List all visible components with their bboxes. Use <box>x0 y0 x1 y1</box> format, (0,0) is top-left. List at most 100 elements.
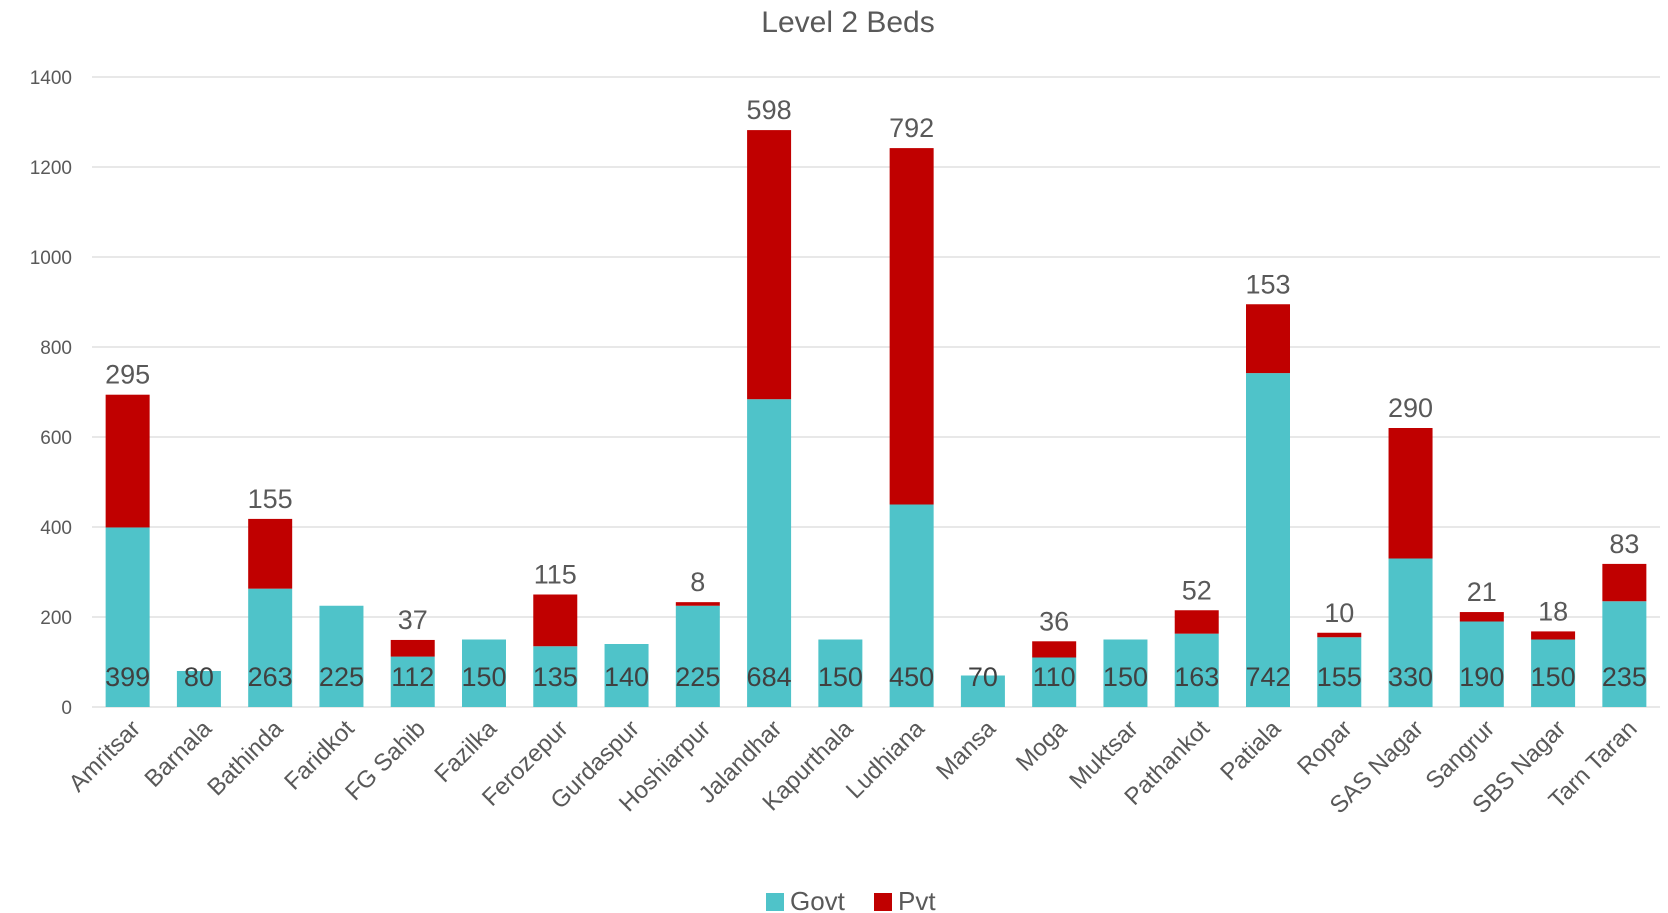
bars <box>105 130 1647 707</box>
bar-govt <box>1388 558 1433 707</box>
bar-pvt <box>1388 428 1433 559</box>
x-tick-label: Amritsar <box>64 715 146 797</box>
bar-govt <box>1246 373 1290 707</box>
bar-govt <box>604 644 649 707</box>
data-label-govt: 263 <box>248 662 293 692</box>
bar-govt <box>390 656 435 707</box>
y-tick-label: 800 <box>40 338 72 359</box>
bar-pvt <box>533 594 578 647</box>
bar-pvt <box>105 394 150 528</box>
data-label-pvt: 155 <box>248 484 293 514</box>
data-label-govt: 684 <box>747 662 792 692</box>
legend-swatch-pvt <box>874 893 892 911</box>
bar-govt <box>533 646 578 707</box>
data-label-govt: 155 <box>1317 662 1362 692</box>
legend: Govt Pvt <box>766 886 936 913</box>
bar-pvt <box>248 518 293 589</box>
bar-pvt <box>390 639 435 657</box>
chart-title: Level 2 Beds <box>761 6 934 39</box>
bar-govt <box>176 671 221 707</box>
data-label-govt: 150 <box>1531 662 1576 692</box>
bar-govt <box>889 504 934 707</box>
y-tick-label: 0 <box>61 698 72 719</box>
data-label-govt: 190 <box>1459 662 1504 692</box>
data-label-pvt: 290 <box>1388 393 1433 423</box>
bar-pvt <box>1246 304 1290 374</box>
data-label-pvt: 36 <box>1039 606 1069 636</box>
legend-label-govt: Govt <box>790 886 846 913</box>
y-tick-label: 1200 <box>30 158 72 179</box>
data-label-govt: 225 <box>675 662 720 692</box>
data-label-govt: 150 <box>818 662 863 692</box>
bar-govt <box>462 639 506 707</box>
data-label-pvt: 21 <box>1467 577 1497 607</box>
data-label-pvt: 295 <box>105 360 150 390</box>
bar-govt <box>105 527 150 707</box>
data-label-govt: 135 <box>533 662 578 692</box>
data-label-govt: 450 <box>889 662 934 692</box>
bar-govt <box>1103 639 1148 707</box>
y-tick-label: 1400 <box>30 68 72 89</box>
data-label-govt: 399 <box>105 662 150 692</box>
data-label-govt: 150 <box>1103 662 1148 692</box>
data-label-govt: 150 <box>461 662 506 692</box>
bar-pvt <box>1602 563 1647 602</box>
data-label-pvt: 10 <box>1324 598 1354 628</box>
data-label-govt: 80 <box>184 662 214 692</box>
data-label-pvt: 18 <box>1538 596 1568 626</box>
bar-pvt <box>889 148 934 505</box>
bar-govt <box>1317 637 1362 707</box>
data-label-govt: 330 <box>1388 662 1433 692</box>
bar-govt <box>1032 657 1077 707</box>
x-tick-label: Bathinda <box>202 715 289 802</box>
bar-pvt <box>1174 610 1219 634</box>
bar-pvt <box>1459 612 1504 622</box>
bar-govt <box>1531 639 1576 707</box>
bar-pvt <box>1317 632 1362 638</box>
bar-govt <box>1174 633 1219 707</box>
data-label-govt: 110 <box>1033 662 1076 692</box>
data-label-pvt: 8 <box>690 567 705 597</box>
bar-pvt <box>1032 641 1077 658</box>
bar-pvt <box>747 130 792 400</box>
y-tick-label: 600 <box>40 428 72 449</box>
data-label-pvt: 792 <box>889 113 934 143</box>
data-label-pvt: 115 <box>534 560 577 590</box>
x-tick-label: Patiala <box>1215 715 1286 786</box>
data-label-pvt: 153 <box>1245 269 1290 299</box>
bar-govt <box>1459 621 1504 707</box>
data-label-govt: 70 <box>968 662 998 692</box>
y-tick-label: 200 <box>40 608 72 629</box>
y-axis-ticks: 0 200 400 600 800 1000 1200 1400 <box>30 68 72 719</box>
data-label-pvt: 52 <box>1182 575 1212 605</box>
bar-pvt <box>1531 631 1576 640</box>
data-label-pvt: 37 <box>398 605 428 635</box>
data-label-pvt: 83 <box>1609 529 1639 559</box>
x-tick-label: Moga <box>1011 715 1073 777</box>
bar-govt <box>248 588 293 707</box>
bar-govt <box>960 675 1005 707</box>
bar-govt <box>747 399 792 707</box>
data-label-govt: 225 <box>319 662 364 692</box>
bar-govt <box>319 605 364 707</box>
x-tick-label: Mansa <box>931 715 1001 785</box>
y-tick-label: 1000 <box>30 248 72 269</box>
bar-pvt <box>675 602 720 606</box>
legend-swatch-govt <box>766 893 784 911</box>
data-label-pvt: 598 <box>747 95 792 125</box>
data-labels: 295 399 80 155 263 225 37 112 150 115 135 140 8 225 59… <box>105 95 1647 692</box>
bar-govt <box>675 605 720 707</box>
data-label-govt: 163 <box>1174 662 1219 692</box>
data-label-govt: 742 <box>1245 662 1290 692</box>
data-label-govt: 112 <box>391 662 434 692</box>
y-tick-label: 400 <box>40 518 72 539</box>
legend-label-pvt: Pvt <box>898 886 936 913</box>
bar-govt <box>818 639 863 707</box>
data-label-govt: 140 <box>604 662 649 692</box>
x-tick-label: Ropar <box>1292 715 1357 780</box>
data-label-govt: 235 <box>1602 662 1647 692</box>
bar-govt <box>1602 601 1647 707</box>
x-tick-label: Ludhiana <box>841 715 930 804</box>
